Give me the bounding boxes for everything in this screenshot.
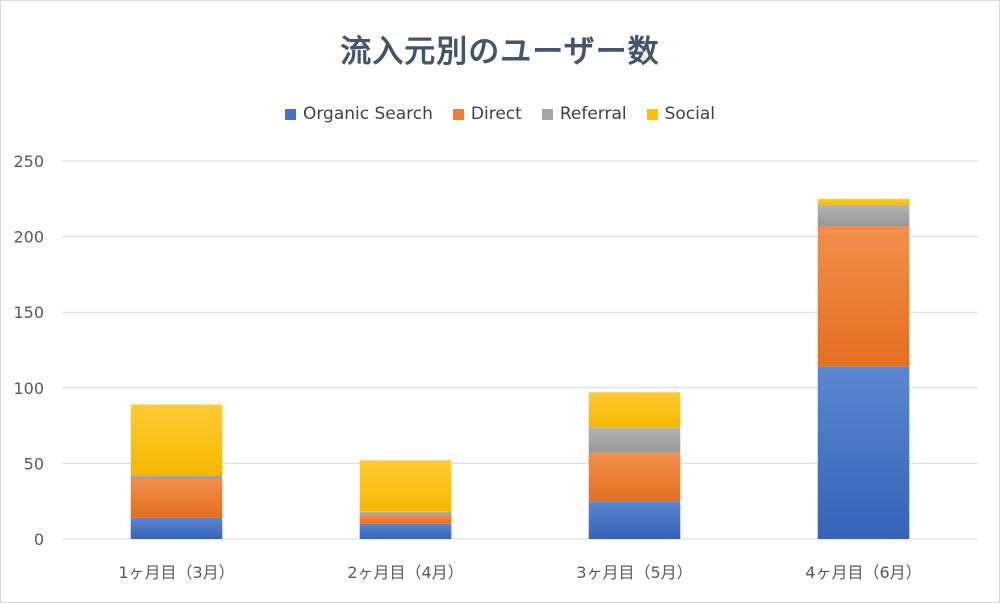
y-tick-label: 200 [13, 228, 44, 247]
legend: Organic Search Direct Referral Social [0, 104, 1000, 124]
x-tick-label: 3ヶ月目（5月） [576, 563, 692, 582]
y-tick-label: 0 [34, 530, 44, 549]
bars [130, 198, 910, 539]
bar-segment-social [130, 404, 223, 476]
legend-item-organic-search: Organic Search [284, 104, 433, 124]
bar-segment-referral [588, 427, 681, 453]
y-tick-label: 150 [13, 303, 44, 322]
legend-label-referral: Referral [559, 104, 627, 124]
legend-swatch-referral [541, 108, 553, 120]
y-tick-label: 50 [24, 454, 44, 473]
bar-segment-social [359, 460, 452, 512]
bar-segment-direct [588, 452, 681, 502]
y-tick-label: 100 [13, 379, 44, 398]
legend-item-direct: Direct [452, 104, 522, 124]
chart-title: 流入元別のユーザー数 [340, 34, 660, 70]
bar-segment-referral [130, 475, 223, 479]
bar-segment-social [817, 198, 910, 205]
legend-swatch-organic-search [284, 108, 296, 120]
y-tick-label: 250 [13, 152, 44, 171]
bar-segment-organic-search [359, 523, 452, 539]
legend-swatch-direct [452, 108, 464, 120]
legend-item-social: Social [646, 104, 716, 124]
legend-swatch-social [646, 108, 658, 120]
legend-label-social: Social [664, 104, 716, 124]
x-tick-label: 4ヶ月目（6月） [805, 563, 921, 582]
bar-segment-direct [130, 478, 223, 518]
bar-segment-social [588, 392, 681, 428]
x-tick-label: 2ヶ月目（4月） [347, 563, 463, 582]
legend-label-direct: Direct [470, 104, 522, 124]
bar-segment-organic-search [130, 517, 223, 539]
legend-item-referral: Referral [541, 104, 627, 124]
bar-segment-referral [359, 511, 452, 515]
bar-segment-referral [817, 204, 910, 227]
x-tick-label: 1ヶ月目（3月） [118, 563, 234, 582]
bar-segment-direct [359, 514, 452, 524]
bar-segment-organic-search [817, 366, 910, 539]
bar-segment-organic-search [588, 501, 681, 539]
y-axis-ticks: 0 50 100 150 200 250 [13, 152, 44, 549]
legend-label-organic-search: Organic Search [302, 104, 433, 124]
x-axis-ticks: 1ヶ月目（3月） 2ヶ月目（4月） 3ヶ月目（5月） 4ヶ月目（6月） [118, 563, 921, 582]
bar-segment-direct [817, 226, 910, 367]
